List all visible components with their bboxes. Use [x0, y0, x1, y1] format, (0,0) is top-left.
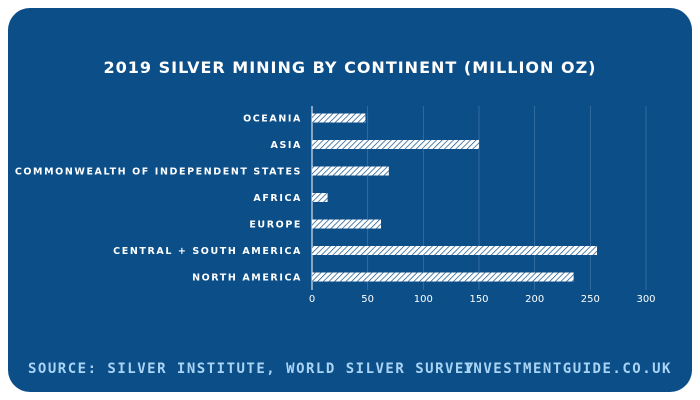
site-credit: INVESTMENTGUIDE.CO.UK [463, 361, 672, 377]
bar [312, 113, 366, 123]
x-axis-tick-labels: 0 50 100 150 200 250 300 [309, 294, 656, 305]
grid-lines [311, 106, 647, 290]
bar [312, 140, 479, 149]
category-label: AFRICA [253, 193, 302, 204]
bar-chart: OCEANIA ASIA COMMONWEALTH OF INDEPENDENT S… [15, 106, 656, 305]
x-tick-label: 100 [414, 294, 433, 305]
x-tick-label: 250 [581, 294, 600, 305]
category-label: ASIA [271, 140, 302, 151]
category-label: COMMONWEALTH OF INDEPENDENT STATES [15, 167, 302, 178]
bar [312, 193, 328, 202]
x-tick-label: 150 [469, 294, 488, 305]
category-label: NORTH AMERICA [192, 273, 302, 284]
category-label: EUROPE [249, 220, 302, 231]
x-tick-label: 300 [636, 294, 655, 305]
category-labels: OCEANIA ASIA COMMONWEALTH OF INDEPENDENT S… [15, 114, 302, 284]
chart-card: 2019 SILVER MINING BY CONTINENT (MILLION… [8, 8, 692, 392]
bar [312, 166, 389, 176]
bar [312, 246, 598, 255]
x-tick-label: 50 [361, 294, 374, 305]
category-label: OCEANIA [243, 114, 302, 125]
category-label: CENTRAL + SOUTH AMERICA [113, 246, 302, 257]
x-tick-label: 0 [309, 294, 315, 305]
bar [312, 272, 574, 282]
bar [312, 219, 382, 229]
x-tick-label: 200 [525, 294, 544, 305]
source-note: SOURCE: SILVER INSTITUTE, WORLD SILVER S… [28, 361, 475, 377]
bars [312, 113, 598, 282]
chart-title: 2019 SILVER MINING BY CONTINENT (MILLION… [103, 58, 597, 77]
